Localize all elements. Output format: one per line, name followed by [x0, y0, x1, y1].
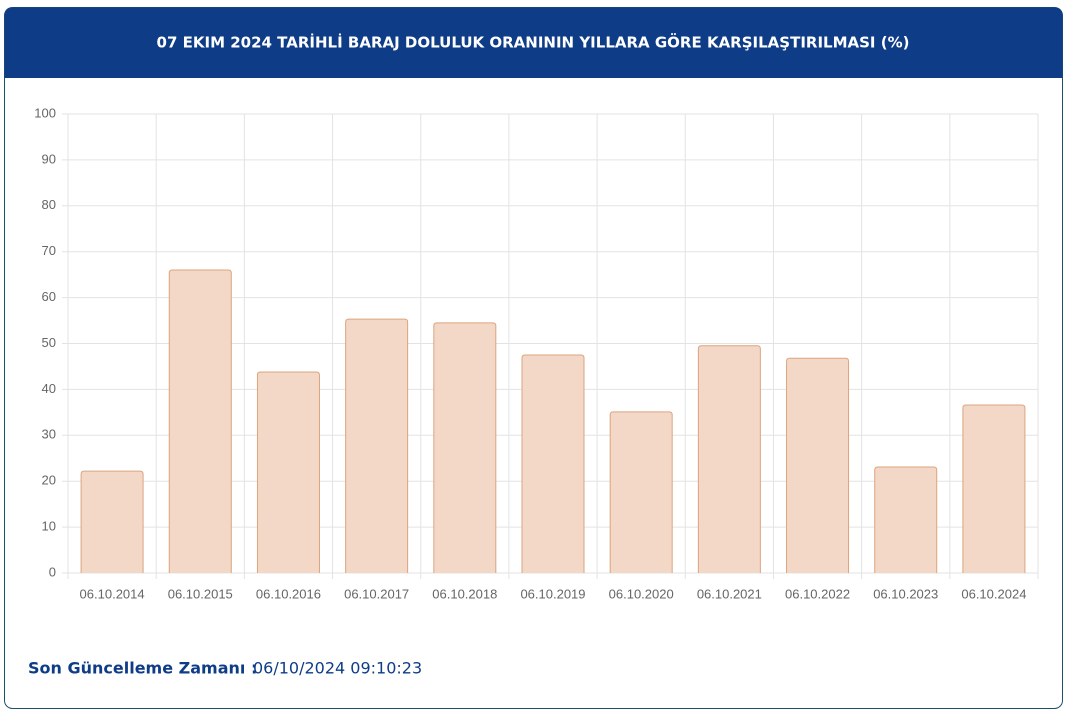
bar: [345, 318, 409, 573]
bar: [786, 357, 850, 573]
y-tick-label: 100: [34, 105, 56, 120]
x-tick-label: 06.10.2018: [432, 586, 497, 601]
y-tick-label: 80: [42, 197, 56, 212]
x-tick-label: 06.10.2022: [785, 586, 850, 601]
x-tick-label: 06.10.2023: [873, 586, 938, 601]
card-header: [4, 7, 1063, 78]
footer-label: Son Güncelleme Zamanı :: [28, 659, 257, 678]
x-tick-label: 06.10.2015: [168, 586, 233, 601]
x-tick-label: 06.10.2019: [520, 586, 585, 601]
bar: [256, 371, 320, 573]
y-tick-label: 40: [42, 381, 56, 396]
plot-area: 0 10 20 30 40 50 60 70 80 90 100 06.10.2014 06.10.20…: [34, 105, 1039, 601]
bar: [697, 345, 761, 573]
x-tick-label: 06.10.2017: [344, 586, 409, 601]
bar: [874, 466, 938, 573]
x-tick-label: 06.10.2014: [80, 586, 145, 601]
bar: [80, 470, 144, 573]
x-tick-label: 06.10.2024: [961, 586, 1026, 601]
y-tick-label: 0: [49, 564, 56, 579]
y-tick-label: 10: [42, 519, 56, 534]
y-tick-label: 90: [42, 151, 56, 166]
bar: [433, 322, 497, 573]
y-tick-label: 30: [42, 427, 56, 442]
x-tick-label: 06.10.2020: [609, 586, 674, 601]
x-tick-label: 06.10.2016: [256, 586, 321, 601]
x-tick-label: 06.10.2021: [697, 586, 762, 601]
y-tick-label: 60: [42, 289, 56, 304]
bar: [521, 354, 585, 573]
y-tick-label: 70: [42, 243, 56, 258]
bar: [168, 269, 232, 573]
chart-title: 07 EKIM 2024 TARİHLİ BARAJ DOLULUK ORANI…: [157, 33, 910, 52]
bar: [609, 411, 673, 573]
footer-value: 06/10/2024 09:10:23: [253, 659, 422, 678]
y-tick-label: 50: [42, 335, 56, 350]
y-tick-label: 20: [42, 473, 56, 488]
bar: [962, 404, 1026, 573]
